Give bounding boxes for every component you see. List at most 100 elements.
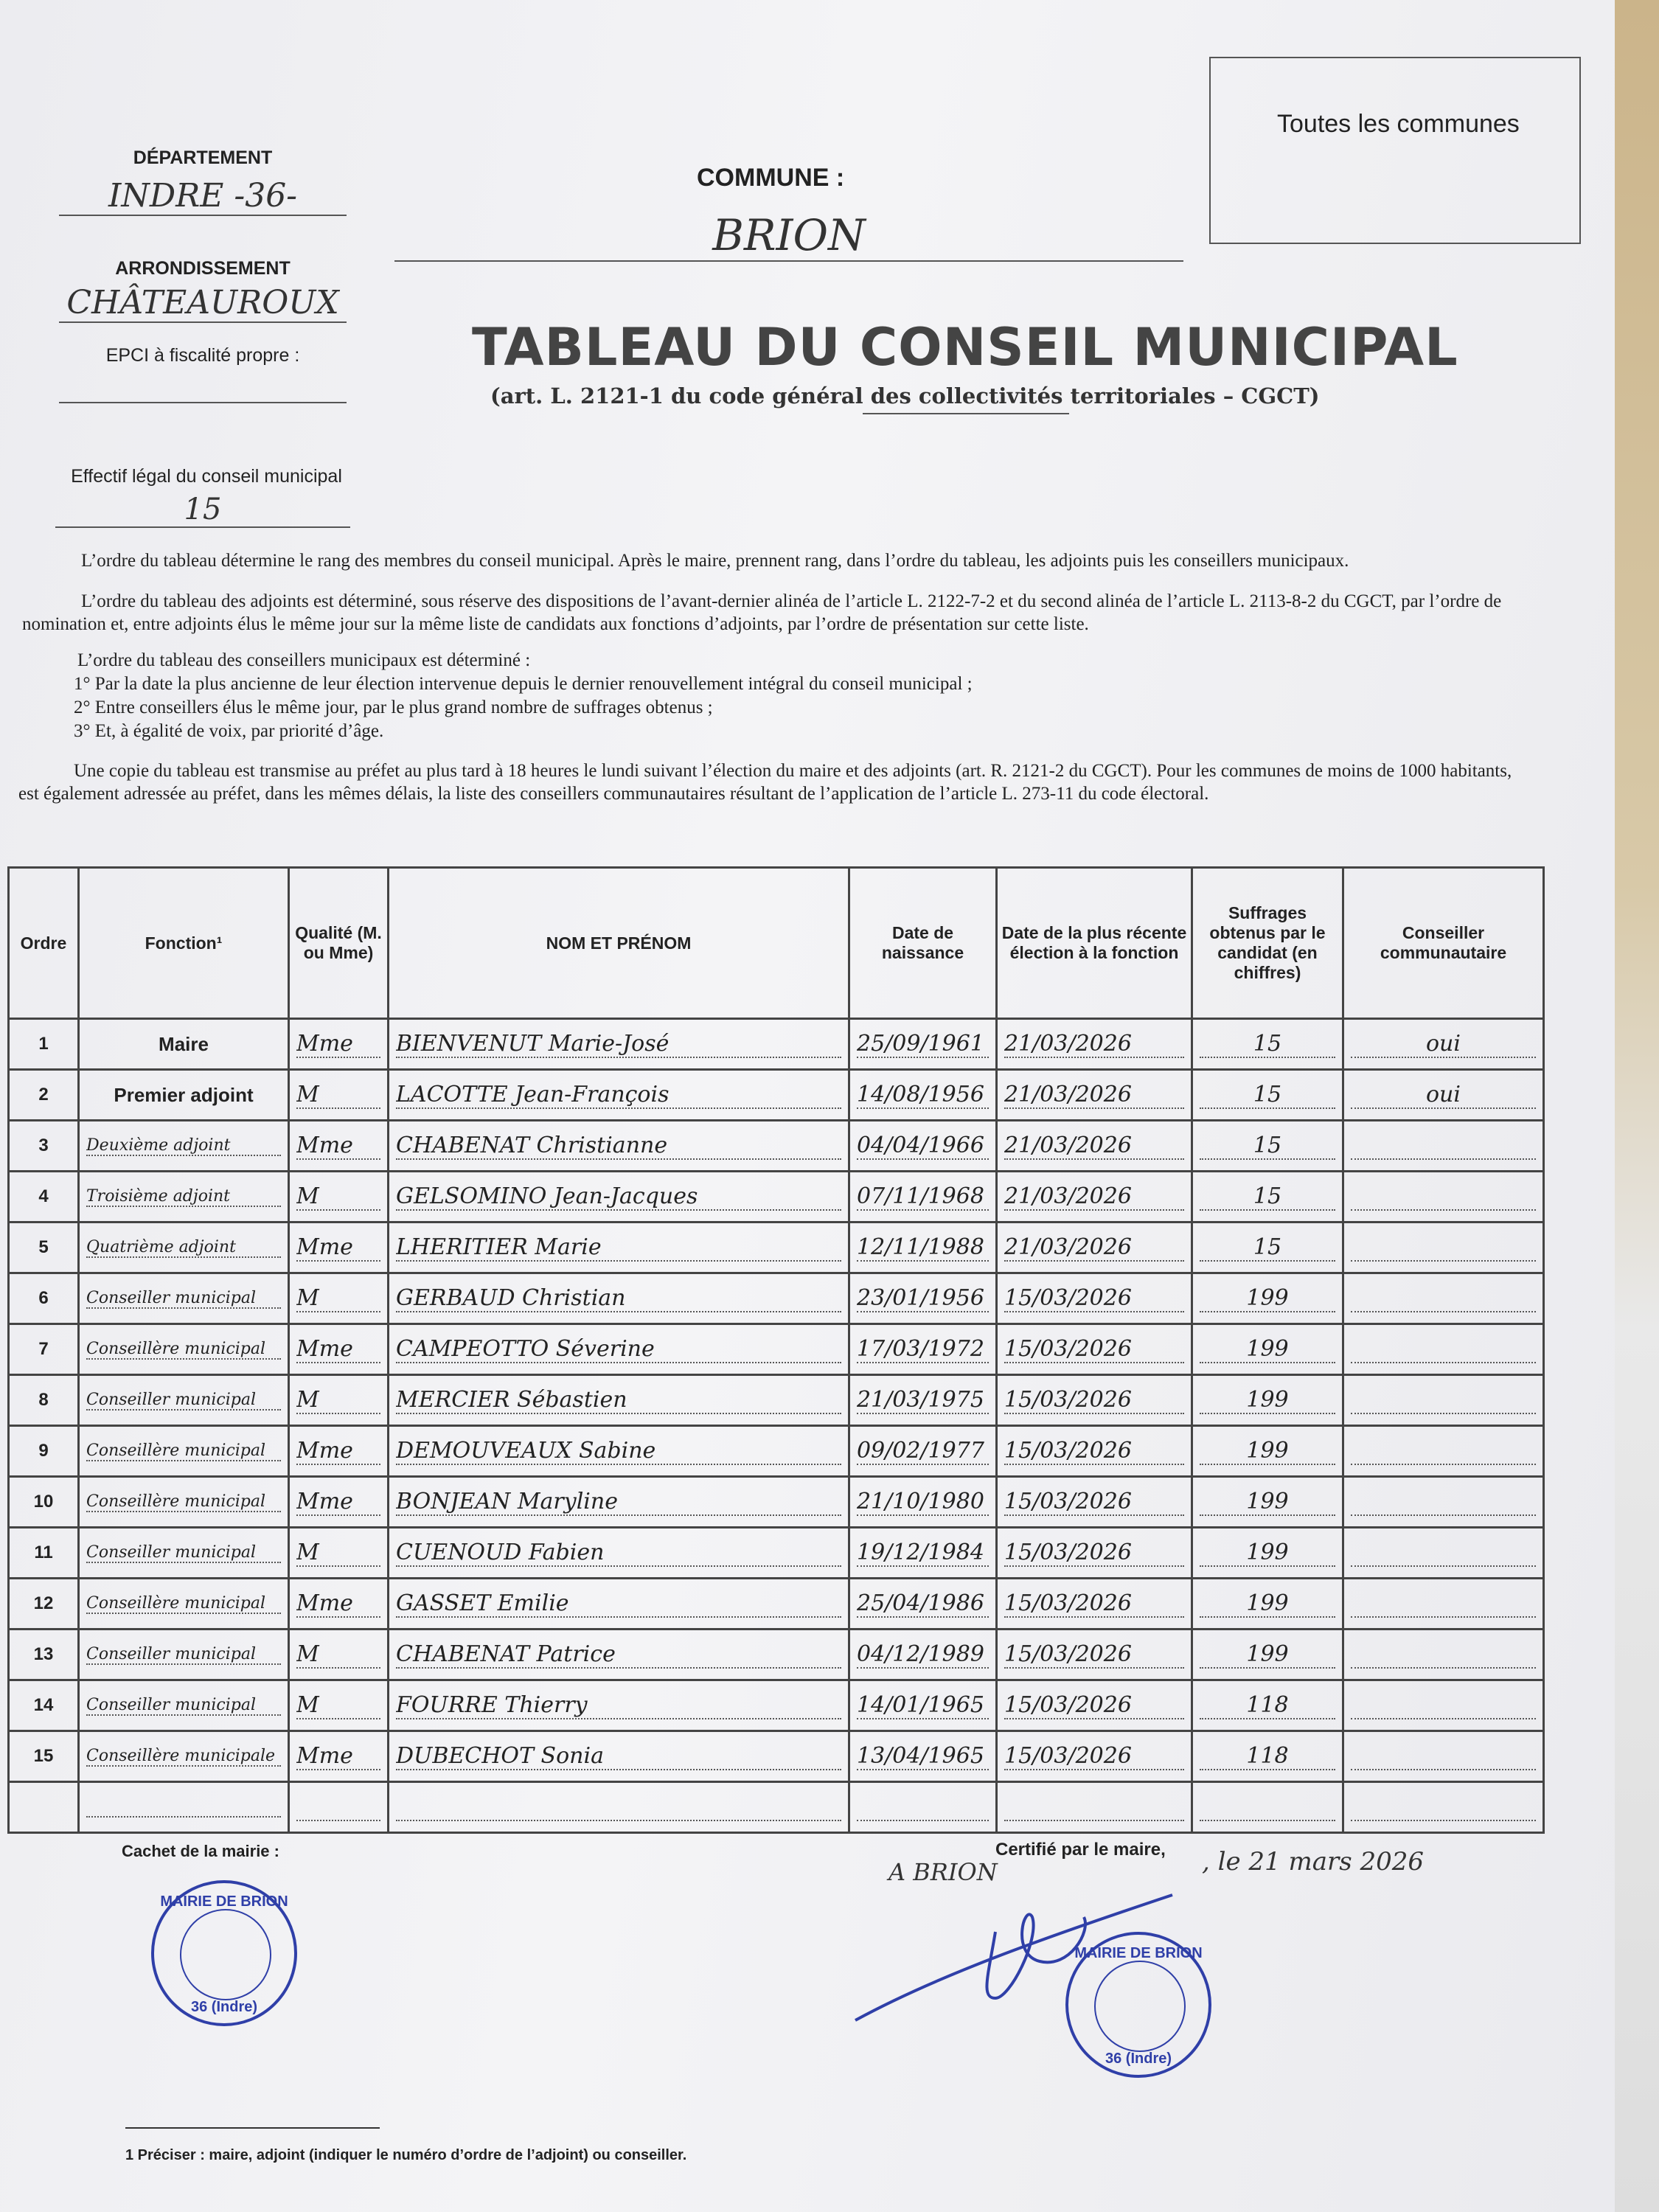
cell-communautaire bbox=[1342, 1425, 1545, 1478]
paragraph-4: 1° Par la date la plus ancienne de leur … bbox=[74, 674, 973, 694]
page-subtitle: (art. L. 2121-1 du code général des coll… bbox=[490, 383, 1320, 408]
col-nom: NOM ET PRÉNOM bbox=[387, 866, 850, 1020]
cell-communautaire bbox=[1342, 1730, 1545, 1783]
cell-fonction: Conseillère municipal bbox=[77, 1475, 290, 1528]
cell-communautaire bbox=[1342, 1170, 1545, 1223]
cell-qualite-value: Mme bbox=[296, 1336, 380, 1363]
cell-fonction-value: Conseiller municipal bbox=[86, 1289, 281, 1309]
cell-nom-value: CAMPEOTTO Séverine bbox=[396, 1336, 841, 1363]
col-communautaire: Conseiller communautaire bbox=[1342, 866, 1545, 1020]
cell-election-value: 15/03/2026 bbox=[1004, 1540, 1184, 1567]
cell-suffrages-value: 15 bbox=[1200, 1133, 1335, 1160]
cell-suffrages: 199 bbox=[1191, 1374, 1344, 1427]
commune-label: COMMUNE : bbox=[697, 164, 845, 192]
cell-suffrages-value: 199 bbox=[1200, 1641, 1335, 1669]
cell-ordre: 5 bbox=[7, 1221, 80, 1274]
cell-fonction: Quatrième adjoint bbox=[77, 1221, 290, 1274]
cell-nom: CUENOUD Fabien bbox=[387, 1526, 850, 1579]
table-row: 4 Troisième adjoint M GELSOMINO Jean-Jacque… bbox=[7, 1170, 1545, 1223]
cell-fonction: Conseiller municipal bbox=[77, 1679, 290, 1732]
cell-naissance-value: 14/08/1956 bbox=[857, 1082, 989, 1109]
cell-fonction-value: Conseillère municipale bbox=[86, 1747, 281, 1767]
cell-qualite: Mme bbox=[288, 1425, 389, 1478]
cell-election-value: 15/03/2026 bbox=[1004, 1438, 1184, 1465]
cell-communautaire-value: oui bbox=[1351, 1031, 1536, 1058]
cell-suffrages-value: 118 bbox=[1200, 1743, 1335, 1770]
cell-naissance-value: 17/03/1972 bbox=[857, 1336, 989, 1363]
cell-communautaire bbox=[1342, 1272, 1545, 1325]
cell-ordre: 10 bbox=[7, 1475, 80, 1528]
cell-suffrages-value: 15 bbox=[1200, 1031, 1335, 1058]
cell-suffrages-value bbox=[1200, 1794, 1335, 1821]
cell-naissance-value: 04/04/1966 bbox=[857, 1133, 989, 1160]
cell-qualite: Mme bbox=[288, 1119, 389, 1172]
table-row: 7 Conseillère municipal Mme CAMPEOTTO Séver… bbox=[7, 1323, 1545, 1376]
cell-naissance-value: 07/11/1968 bbox=[857, 1183, 989, 1211]
paragraph-3: L’ordre du tableau des conseillers munic… bbox=[77, 650, 531, 670]
cell-nom: MERCIER Sébastien bbox=[387, 1374, 850, 1427]
table-row bbox=[7, 1781, 1545, 1834]
cell-qualite-value: Mme bbox=[296, 1590, 380, 1618]
cell-qualite-value: Mme bbox=[296, 1133, 380, 1160]
cell-suffrages: 15 bbox=[1191, 1119, 1344, 1172]
cell-naissance-value: 21/10/1980 bbox=[857, 1489, 989, 1516]
cell-ordre: 4 bbox=[7, 1170, 80, 1223]
cell-communautaire bbox=[1342, 1374, 1545, 1427]
cell-election: 15/03/2026 bbox=[995, 1577, 1193, 1630]
cell-fonction: Conseiller municipal bbox=[77, 1526, 290, 1579]
cell-qualite bbox=[288, 1781, 389, 1834]
table-row: 13 Conseiller municipal M CHABENAT Patrice 0… bbox=[7, 1628, 1545, 1681]
cell-naissance-value: 21/03/1975 bbox=[857, 1387, 989, 1414]
cell-fonction: Conseiller municipal bbox=[77, 1272, 290, 1325]
table-header-row: Ordre Fonction¹ Qualité (M. ou Mme) NOM … bbox=[7, 866, 1545, 1020]
effectif-value: 15 bbox=[55, 493, 350, 528]
mayor-signature bbox=[855, 1893, 1173, 2022]
table-row: 8 Conseiller municipal M MERCIER Sébastien 2… bbox=[7, 1374, 1545, 1427]
cell-election-value: 15/03/2026 bbox=[1004, 1387, 1184, 1414]
cell-fonction-value: Quatrième adjoint bbox=[86, 1238, 281, 1258]
cell-election: 21/03/2026 bbox=[995, 1068, 1193, 1121]
cell-nom: BONJEAN Maryline bbox=[387, 1475, 850, 1528]
cell-suffrages: 118 bbox=[1191, 1730, 1344, 1783]
cell-election: 15/03/2026 bbox=[995, 1374, 1193, 1427]
cell-election: 21/03/2026 bbox=[995, 1018, 1193, 1071]
cell-ordre: 6 bbox=[7, 1272, 80, 1325]
cell-communautaire-value: oui bbox=[1351, 1082, 1536, 1109]
table-row: 5 Quatrième adjoint Mme LHERITIER Marie 12/1… bbox=[7, 1221, 1545, 1274]
cell-election-value: 21/03/2026 bbox=[1004, 1234, 1184, 1262]
cell-nom: BIENVENUT Marie-José bbox=[387, 1018, 850, 1071]
table-row: 11 Conseiller municipal M CUENOUD Fabien 19/… bbox=[7, 1526, 1545, 1579]
table-row: 1 Maire Mme BIENVENUT Marie-José 25/09/1961 2… bbox=[7, 1018, 1545, 1071]
cell-nom: DUBECHOT Sonia bbox=[387, 1730, 850, 1783]
footnote-rule bbox=[125, 2127, 380, 2129]
date-value: , le 21 mars 2026 bbox=[1202, 1847, 1425, 1877]
cell-election-value: 21/03/2026 bbox=[1004, 1133, 1184, 1160]
cell-nom: LHERITIER Marie bbox=[387, 1221, 850, 1274]
cell-fonction-value bbox=[86, 1798, 281, 1818]
cell-communautaire-value bbox=[1351, 1285, 1536, 1312]
cell-communautaire: oui bbox=[1342, 1018, 1545, 1071]
cell-ordre: 3 bbox=[7, 1119, 80, 1172]
cell-nom-value: MERCIER Sébastien bbox=[396, 1387, 841, 1414]
cell-fonction-value: Conseillère municipal bbox=[86, 1340, 281, 1360]
cell-communautaire-value bbox=[1351, 1387, 1536, 1414]
cell-ordre: 12 bbox=[7, 1577, 80, 1630]
cell-fonction: Conseillère municipal bbox=[77, 1425, 290, 1478]
cell-qualite-value: M bbox=[296, 1540, 380, 1567]
cell-qualite-value: Mme bbox=[296, 1438, 380, 1465]
mairie-stamp-left: MAIRIE DE BRION 36 (Indre) bbox=[151, 1880, 297, 2026]
cell-election: 15/03/2026 bbox=[995, 1475, 1193, 1528]
cell-suffrages-value: 199 bbox=[1200, 1387, 1335, 1414]
cell-naissance-value: 04/12/1989 bbox=[857, 1641, 989, 1669]
cell-naissance-value: 23/01/1956 bbox=[857, 1285, 989, 1312]
cell-communautaire-value bbox=[1351, 1133, 1536, 1160]
cell-qualite: M bbox=[288, 1679, 389, 1732]
departement-label: DÉPARTEMENT bbox=[133, 147, 273, 168]
cell-fonction bbox=[77, 1781, 290, 1834]
cell-nom-value: DUBECHOT Sonia bbox=[396, 1743, 841, 1770]
cell-suffrages: 199 bbox=[1191, 1425, 1344, 1478]
box-text: Toutes les communes bbox=[1277, 110, 1520, 138]
cell-suffrages: 199 bbox=[1191, 1526, 1344, 1579]
paragraph-2: L’ordre du tableau des adjoints est déte… bbox=[22, 591, 1502, 634]
paragraph-5: 2° Entre conseillers élus le même jour, … bbox=[74, 698, 713, 717]
